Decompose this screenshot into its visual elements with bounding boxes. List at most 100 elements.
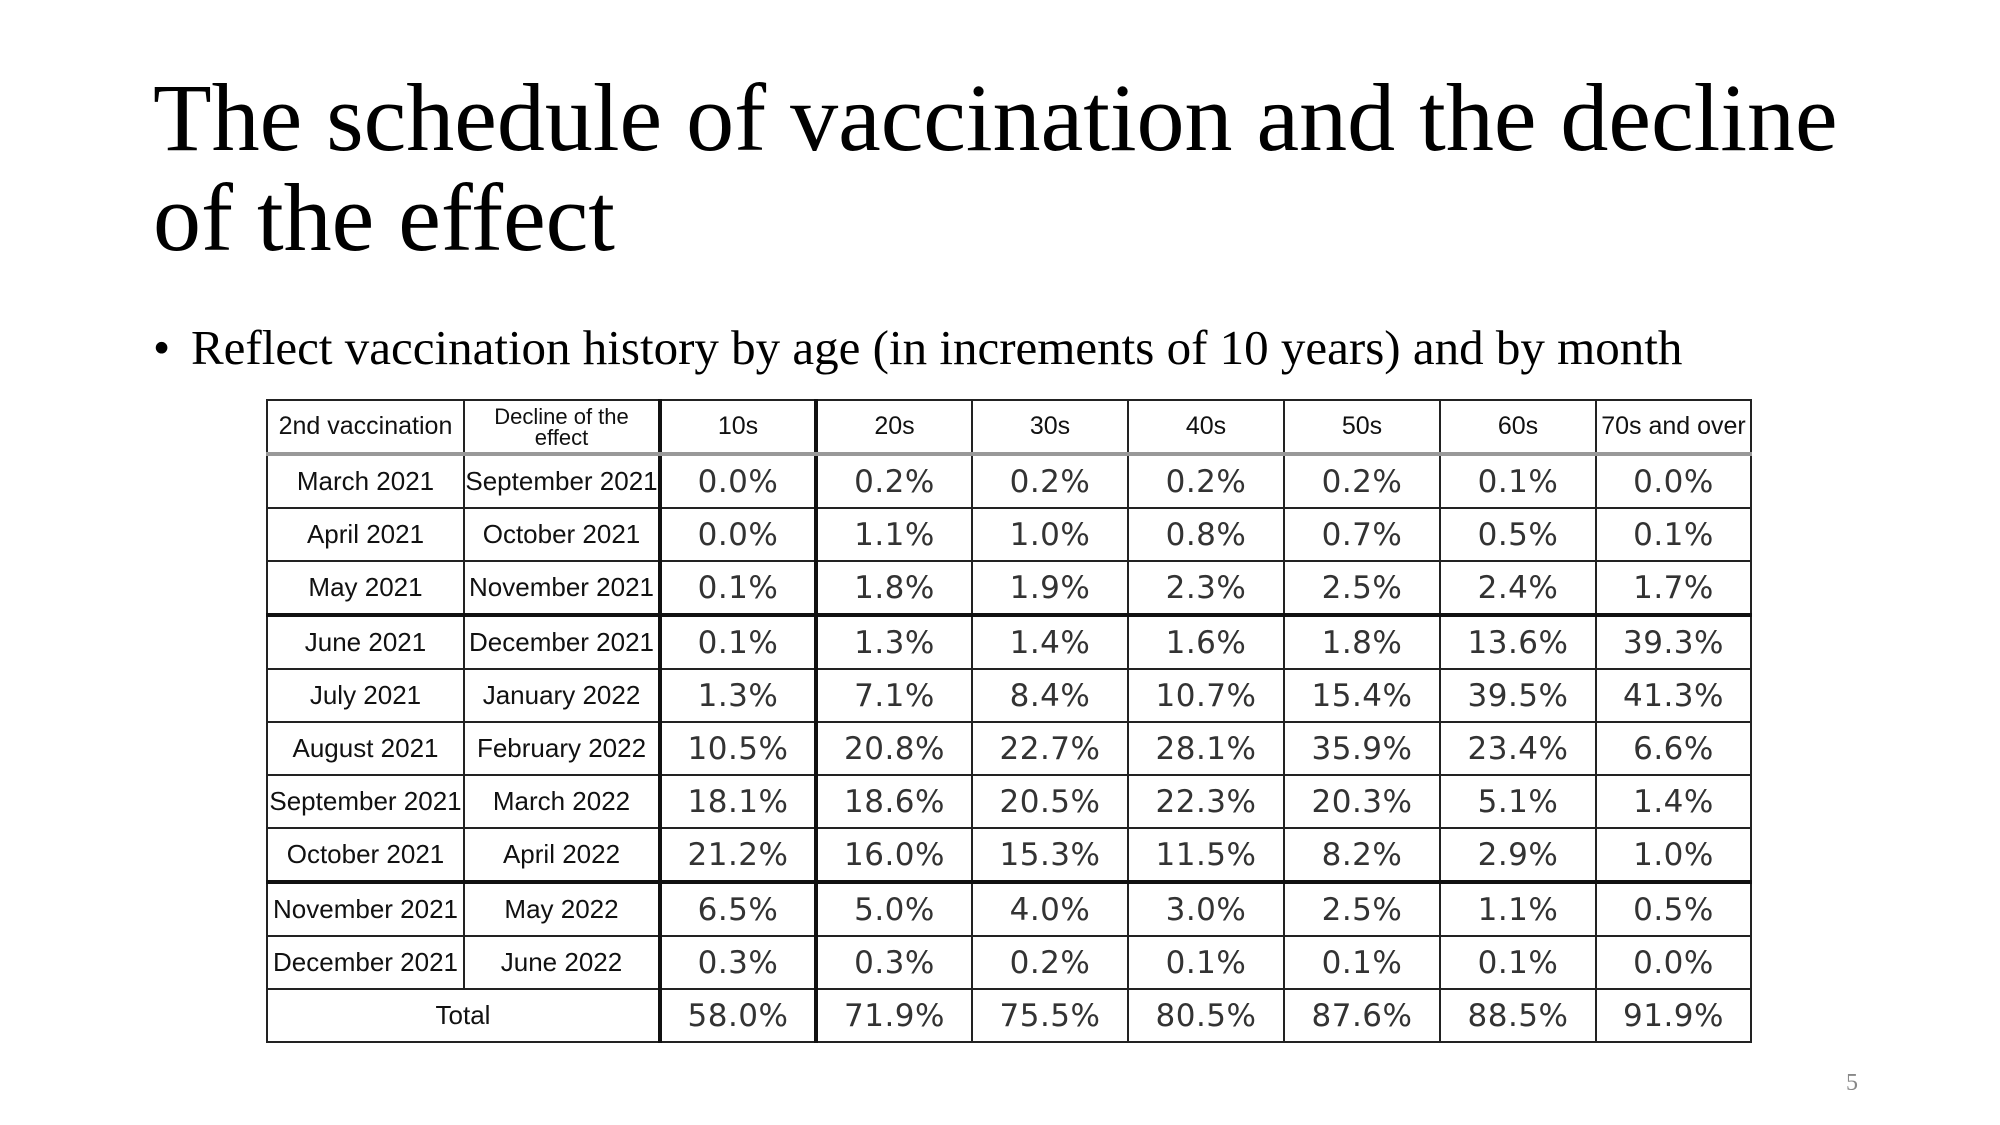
percentage-cell: 0.8% [1127,507,1285,562]
vaccination-month-cell: April 2021 [266,507,465,562]
percentage-cell: 1.4% [971,613,1129,670]
percentage-cell: 0.2% [1127,453,1285,509]
percentage-cell: 11.5% [1127,827,1285,883]
percentage-cell: 0.3% [658,935,817,990]
column-header: Decline of the effect [463,399,661,456]
percentage-cell: 0.0% [658,453,817,509]
percentage-cell: 0.0% [658,507,817,562]
percentage-cell: 1.1% [814,507,973,562]
column-header: 2nd vaccination [266,399,465,456]
percentage-cell: 20.5% [971,774,1129,829]
percentage-cell: 18.1% [658,774,817,829]
percentage-cell: 39.5% [1439,668,1597,723]
vaccination-month-cell: June 2021 [266,613,465,670]
total-row: Total 58.0% 71.9% 75.5% 80.5% 87.6% 88.5% 91.9% [266,988,1752,1043]
percentage-cell: 10.5% [658,721,817,776]
percentage-cell: 1.4% [1595,774,1752,829]
decline-month-cell: November 2021 [463,560,661,616]
column-header: 50s [1283,399,1441,456]
percentage-cell: 2.9% [1439,827,1597,883]
percentage-cell: 0.1% [1283,935,1441,990]
percentage-cell: 3.0% [1127,880,1285,937]
vaccination-month-cell: October 2021 [266,827,465,883]
percentage-cell: 5.0% [814,880,973,937]
percentage-cell: 1.1% [1439,880,1597,937]
vaccination-month-cell: July 2021 [266,668,465,723]
percentage-cell: 0.1% [658,613,817,670]
percentage-cell: 20.8% [814,721,973,776]
table-header-row: 2nd vaccination Decline of the effect 10… [266,399,1752,456]
vaccination-table: 2nd vaccination Decline of the effect 10… [266,399,1752,1043]
percentage-cell: 0.1% [1439,935,1597,990]
table-row: November 2021 May 2022 6.5% 5.0% 4.0% 3.0% 2.5… [266,880,1752,937]
percentage-cell: 0.5% [1439,507,1597,562]
total-cell: 88.5% [1439,988,1597,1043]
percentage-cell: 0.7% [1283,507,1441,562]
percentage-cell: 41.3% [1595,668,1752,723]
column-header: 10s [658,399,817,456]
percentage-cell: 0.2% [1283,453,1441,509]
percentage-cell: 0.2% [814,453,973,509]
percentage-cell: 1.8% [814,560,973,616]
table-row: October 2021 April 2022 21.2% 16.0% 15.3% 11.… [266,827,1752,883]
decline-month-cell: September 2021 [463,453,661,509]
table-row: April 2021 October 2021 0.0% 1.1% 1.0% 0.8% 0.… [266,507,1752,562]
percentage-cell: 0.3% [814,935,973,990]
percentage-cell: 39.3% [1595,613,1752,670]
percentage-cell: 18.6% [814,774,973,829]
table-row: May 2021 November 2021 0.1% 1.8% 1.9% 2.3% 2.5… [266,560,1752,616]
percentage-cell: 13.6% [1439,613,1597,670]
column-header: 20s [814,399,973,456]
percentage-cell: 28.1% [1127,721,1285,776]
percentage-cell: 1.0% [1595,827,1752,883]
bullet-point: • Reflect vaccination history by age (in … [153,318,1682,378]
percentage-cell: 0.2% [971,453,1129,509]
percentage-cell: 6.6% [1595,721,1752,776]
vaccination-month-cell: May 2021 [266,560,465,616]
total-label: Total [266,988,661,1043]
column-header: 60s [1439,399,1597,456]
percentage-cell: 0.1% [1439,453,1597,509]
percentage-cell: 6.5% [658,880,817,937]
decline-month-cell: June 2022 [463,935,661,990]
percentage-cell: 8.4% [971,668,1129,723]
percentage-cell: 21.2% [658,827,817,883]
total-cell: 58.0% [658,988,817,1043]
decline-month-cell: May 2022 [463,880,661,937]
percentage-cell: 1.8% [1283,613,1441,670]
table-row: June 2021 December 2021 0.1% 1.3% 1.4% 1.6% 1.… [266,613,1752,670]
percentage-cell: 1.6% [1127,613,1285,670]
table-row: December 2021 June 2022 0.3% 0.3% 0.2% 0.1% 0.… [266,935,1752,990]
decline-month-cell: January 2022 [463,668,661,723]
bullet-text: Reflect vaccination history by age (in i… [191,320,1683,375]
decline-month-cell: December 2021 [463,613,661,670]
vaccination-month-cell: March 2021 [266,453,465,509]
percentage-cell: 2.4% [1439,560,1597,616]
total-cell: 91.9% [1595,988,1752,1043]
page-number: 5 [1846,1070,1858,1096]
column-header: 70s and over [1595,399,1752,456]
vaccination-month-cell: November 2021 [266,880,465,937]
percentage-cell: 1.3% [658,668,817,723]
decline-month-cell: April 2022 [463,827,661,883]
percentage-cell: 0.2% [971,935,1129,990]
percentage-cell: 5.1% [1439,774,1597,829]
percentage-cell: 22.3% [1127,774,1285,829]
percentage-cell: 1.7% [1595,560,1752,616]
percentage-cell: 0.1% [1595,507,1752,562]
percentage-cell: 15.3% [971,827,1129,883]
decline-month-cell: February 2022 [463,721,661,776]
percentage-cell: 2.5% [1283,880,1441,937]
table-body: March 2021 September 2021 0.0% 0.2% 0.2% 0.2%… [266,453,1752,1043]
percentage-cell: 0.0% [1595,935,1752,990]
table-row: September 2021 March 2022 18.1% 18.6% 20.5% 2… [266,774,1752,829]
percentage-cell: 16.0% [814,827,973,883]
percentage-cell: 23.4% [1439,721,1597,776]
table-row: August 2021 February 2022 10.5% 20.8% 22.7% 2… [266,721,1752,776]
percentage-cell: 0.5% [1595,880,1752,937]
percentage-cell: 7.1% [814,668,973,723]
total-cell: 87.6% [1283,988,1441,1043]
percentage-cell: 1.9% [971,560,1129,616]
percentage-cell: 0.0% [1595,453,1752,509]
percentage-cell: 35.9% [1283,721,1441,776]
